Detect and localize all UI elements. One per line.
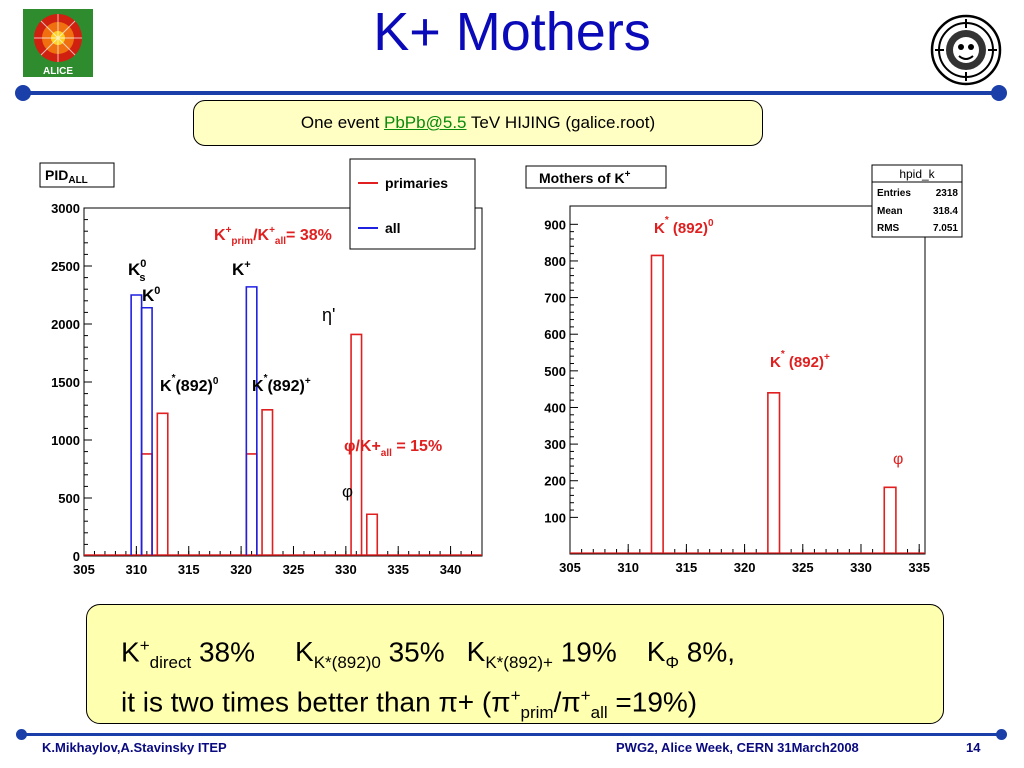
x-tick-label: 315 — [676, 560, 698, 575]
bottom-rule-left-dot — [16, 729, 27, 740]
y-tick-label: 100 — [544, 510, 566, 525]
histogram-bin-primaries — [365, 513, 379, 555]
x-tick-label: 320 — [230, 562, 252, 577]
stats-rms-label: RMS — [877, 223, 900, 234]
subtitle-box: One event PbPb@5.5 TeV HIJING (galice.ro… — [193, 100, 763, 146]
top-rule — [20, 91, 1000, 95]
x-tick-label: 305 — [559, 560, 581, 575]
pid-all-chart: PIDALL 0 500 1000 1500 2000 2500 3000 305 310 31… — [38, 157, 488, 582]
alice-logo-text: ALICE — [43, 66, 73, 77]
histogram-bin-counts — [650, 254, 664, 553]
y-tick-label: 1500 — [51, 375, 80, 390]
k0-label: K0 — [142, 285, 160, 305]
x-tick-label: 305 — [73, 562, 95, 577]
histogram-bin-counts — [883, 486, 897, 553]
y-tick-label: 0 — [73, 549, 80, 564]
stats-name: hpid_k — [899, 167, 935, 181]
footer-authors: K.Mikhaylov,A.Stavinsky ITEP — [42, 740, 227, 755]
histogram-bin-primaries — [350, 333, 363, 555]
x-tick-label: 340 — [440, 562, 462, 577]
pid-title-box — [39, 162, 115, 188]
y-tick-label: 2000 — [51, 317, 80, 332]
legend-all-label: all — [385, 220, 401, 236]
y-tick-label: 900 — [544, 217, 566, 232]
histogram-bin-primaries — [156, 412, 169, 555]
subtitle-link[interactable]: PbPb@5.5 — [384, 113, 467, 132]
histogram-bin-primaries — [261, 409, 274, 555]
ks0-label: K0 s — [128, 258, 146, 284]
y-tick-label: 1000 — [51, 433, 80, 448]
y-tick-label: 700 — [544, 291, 566, 306]
stats-rms-value: 7.051 — [933, 223, 958, 234]
footer-page-number: 14 — [966, 740, 981, 755]
bottom-rule-right-dot — [996, 729, 1007, 740]
x-tick-label: 330 — [850, 560, 872, 575]
kstarplus-label: K*(892)+ — [252, 373, 311, 395]
x-tick-label: 310 — [617, 560, 639, 575]
top-rule-right-dot — [991, 85, 1007, 101]
x-tick-label: 325 — [283, 562, 305, 577]
stats-entries-label: Entries — [877, 188, 911, 199]
pid-title: PIDALL — [45, 167, 88, 186]
pid-legend: primaries all — [349, 158, 476, 250]
subtitle-post: TeV HIJING (galice.root) — [466, 113, 656, 132]
x-tick-label: 310 — [126, 562, 148, 577]
y-tick-label: 800 — [544, 254, 566, 269]
slide-title: K+ Mothers — [373, 2, 651, 62]
y-tick-label: 500 — [58, 491, 80, 506]
top-rule-left-dot — [15, 85, 31, 101]
x-tick-label: 320 — [734, 560, 756, 575]
footer-event: PWG2, Alice Week, CERN 31March2008 — [616, 740, 859, 755]
histogram-bin-all — [245, 286, 258, 555]
x-tick-label: 335 — [387, 562, 409, 577]
phi-ratio-annotation: φ/K+all = 15% — [344, 438, 442, 459]
bottom-rule — [20, 733, 1000, 736]
mothers-title-box — [525, 165, 667, 189]
mothers-title: Mothers of K+ — [539, 169, 631, 186]
x-tick-label: 330 — [335, 562, 357, 577]
y-tick-label: 400 — [544, 400, 566, 415]
x-tick-label: 325 — [792, 560, 814, 575]
histogram-bin-counts — [767, 392, 781, 553]
stats-entries-value: 2318 — [936, 188, 959, 199]
legend-primaries-label: primaries — [385, 175, 448, 191]
y-tick-label: 500 — [544, 364, 566, 379]
y-tick-label: 300 — [544, 437, 566, 452]
mothers-chart: Mothers of K+ hpid_k Entries 2318 Mean 3… — [524, 161, 968, 581]
summary-line-1: K+direct 38% KK*(892)0 35% KK*(892)+ 19% KΦ… — [121, 636, 736, 672]
phi-label: φ — [342, 482, 353, 501]
itep-logo — [930, 14, 1002, 86]
summary-box: K+direct 38% KK*(892)0 35% KK*(892)+ 19% KΦ… — [86, 604, 944, 724]
y-tick-label: 200 — [544, 474, 566, 489]
kplus-label: K+ — [232, 259, 251, 279]
y-tick-label: 2500 — [51, 259, 80, 274]
subtitle-pre: One event — [300, 113, 385, 132]
stats-mean-label: Mean — [877, 206, 903, 217]
mothers-kstarplus-label: K* (892)+ — [770, 349, 830, 371]
stats-mean-value: 318.4 — [933, 206, 958, 217]
histogram-bin-all — [140, 306, 153, 555]
y-tick-label: 600 — [544, 327, 566, 342]
ratio-annotation: K+prim/K+all= 38% — [214, 225, 332, 247]
summary-line-2: it is two times better than π+ (π+prim/π… — [121, 685, 698, 722]
kstar0-label: K*(892)0 — [160, 373, 219, 395]
x-tick-label: 335 — [908, 560, 930, 575]
mothers-kstar0-label: K* (892)0 — [654, 215, 714, 237]
mothers-phi-label: φ — [893, 451, 903, 468]
y-tick-label: 3000 — [51, 201, 80, 216]
x-tick-label: 315 — [178, 562, 200, 577]
stats-box: hpid_k Entries 2318 Mean 318.4 RMS 7.051 — [871, 164, 963, 238]
eta-prime-label: η' — [322, 305, 335, 325]
alice-logo: ALICE — [23, 9, 93, 77]
